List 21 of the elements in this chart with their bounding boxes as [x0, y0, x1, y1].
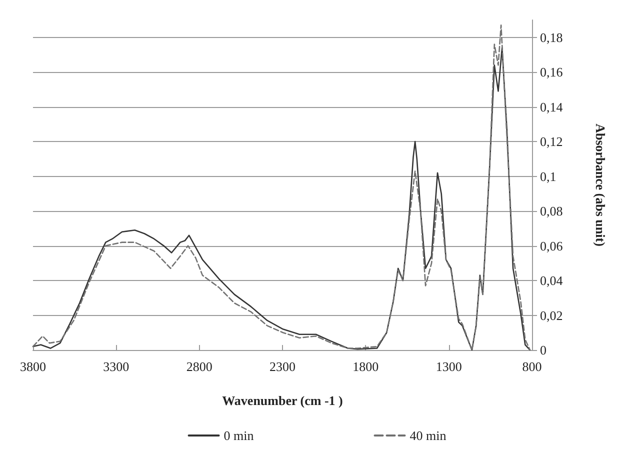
x-tick-label: 2300	[270, 359, 296, 374]
y-tick-label: 0,18	[540, 30, 563, 45]
y-tick-label: 0,08	[540, 204, 563, 219]
y-tick-label: 0,1	[540, 168, 556, 184]
y-axis-title: Absorbance (abs unit)	[593, 124, 608, 246]
x-tick-label: 800	[522, 359, 542, 374]
y-tick-label: 0,02	[540, 308, 563, 323]
y-tick-label: 0,16	[540, 64, 564, 80]
x-tick-label: 3800	[20, 359, 46, 374]
x-tick-label: 1800	[352, 359, 379, 374]
legend-label: 0 min	[224, 428, 254, 443]
x-tick-label: 1300	[436, 359, 462, 374]
x-tick-label: 2800	[186, 359, 212, 374]
legend-label: 40 min	[410, 428, 447, 443]
y-tick-label: 0,06	[540, 238, 564, 254]
x-tick-label: 3300	[103, 359, 130, 374]
y-tick-label: 0	[540, 342, 546, 358]
x-axis-title: Wavenumber (cm -1 )	[222, 393, 343, 408]
y-tick-label: 0,12	[540, 134, 563, 150]
y-tick-label: 0,14	[540, 99, 564, 114]
y-tick-label: 0,04	[540, 273, 564, 288]
